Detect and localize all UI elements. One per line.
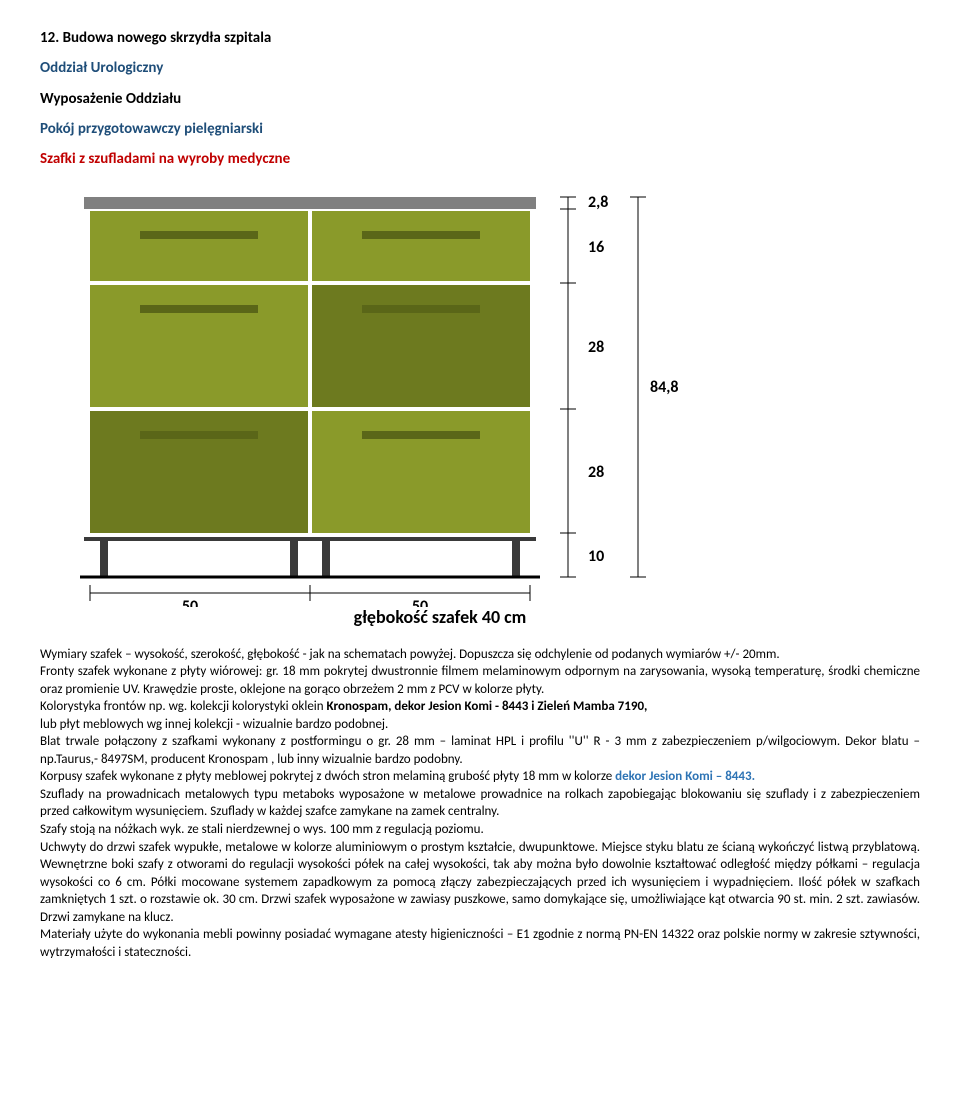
spec-p7: Uchwyty do drzwi szafek wypukłe, metalow…: [40, 839, 920, 927]
document-header: 12. Budowa nowego skrzydła szpitala Oddz…: [40, 28, 920, 169]
base-rail: [84, 537, 536, 541]
dim-total-h: 84,8: [650, 378, 678, 397]
spec-p2a: Kolorystyka frontów np. wg. kolekcji kol…: [40, 699, 327, 714]
dim-w1: 50: [182, 597, 198, 607]
handle: [362, 231, 480, 239]
dim-h5: 10: [588, 547, 604, 566]
spec-p3: Blat trwale połączony z szafkami wykonan…: [40, 733, 920, 768]
spec-p4a: Korpusy szafek wykonane z płyty meblowej…: [40, 769, 615, 784]
drawer-1-right: [312, 211, 530, 281]
drawer-2-left: [90, 285, 308, 407]
spec-p4b: dekor Jesion Komi – 8443.: [615, 769, 755, 784]
drawer-1-left: [90, 211, 308, 281]
dim-h2: 16: [588, 238, 604, 257]
drawer-3-right: [312, 411, 530, 533]
cabinet-diagram: 2,8 16 28 28 10 84,8 50 50: [40, 187, 800, 629]
handle: [140, 431, 258, 439]
handle: [362, 431, 480, 439]
spec-p5: Szuflady na prowadnicach metalowych typu…: [40, 786, 920, 821]
heading-building: 12. Budowa nowego skrzydła szpitala: [40, 28, 920, 48]
spec-p8: Materiały użyte do wykonania mebli powin…: [40, 926, 920, 961]
leg: [322, 537, 330, 577]
spec-p1a: Wymiary szafek – wysokość, szerokość, gł…: [40, 646, 920, 664]
leg: [100, 537, 108, 577]
drawer-2-right: [312, 285, 530, 407]
countertop: [84, 197, 536, 209]
handle: [362, 305, 480, 313]
depth-caption: głębokość szafek 40 cm: [40, 605, 800, 629]
handle: [140, 231, 258, 239]
leg: [290, 537, 298, 577]
dim-h1: 2,8: [588, 193, 608, 212]
heading-room: Pokój przygotowawczy pielęgniarski: [40, 119, 920, 139]
spec-p4: Korpusy szafek wykonane z płyty meblowej…: [40, 768, 920, 786]
spec-p2c: lub płyt meblowych wg innej kolekcji - w…: [40, 716, 920, 734]
spec-p1b: Fronty szafek wykonane z płyty wiórowej:…: [40, 663, 920, 698]
spec-p2: Kolorystyka frontów np. wg. kolekcji kol…: [40, 698, 920, 716]
spec-p6: Szafy stoją na nóżkach wyk. ze stali nie…: [40, 821, 920, 839]
specification-text: Wymiary szafek – wysokość, szerokość, gł…: [40, 646, 920, 962]
drawer-3-left: [90, 411, 308, 533]
handle: [140, 305, 258, 313]
heading-equipment: Wyposażenie Oddziału: [40, 89, 920, 109]
leg: [512, 537, 520, 577]
dim-h4: 28: [588, 463, 604, 482]
heading-ward: Oddział Urologiczny: [40, 58, 920, 78]
heading-item: Szafki z szufladami na wyroby medyczne: [40, 149, 920, 169]
dim-h3: 28: [588, 338, 604, 357]
cabinet-svg: 2,8 16 28 28 10 84,8 50 50: [40, 187, 800, 607]
spec-p2b: Kronospam, dekor Jesion Komi - 8443 i Zi…: [327, 699, 648, 714]
